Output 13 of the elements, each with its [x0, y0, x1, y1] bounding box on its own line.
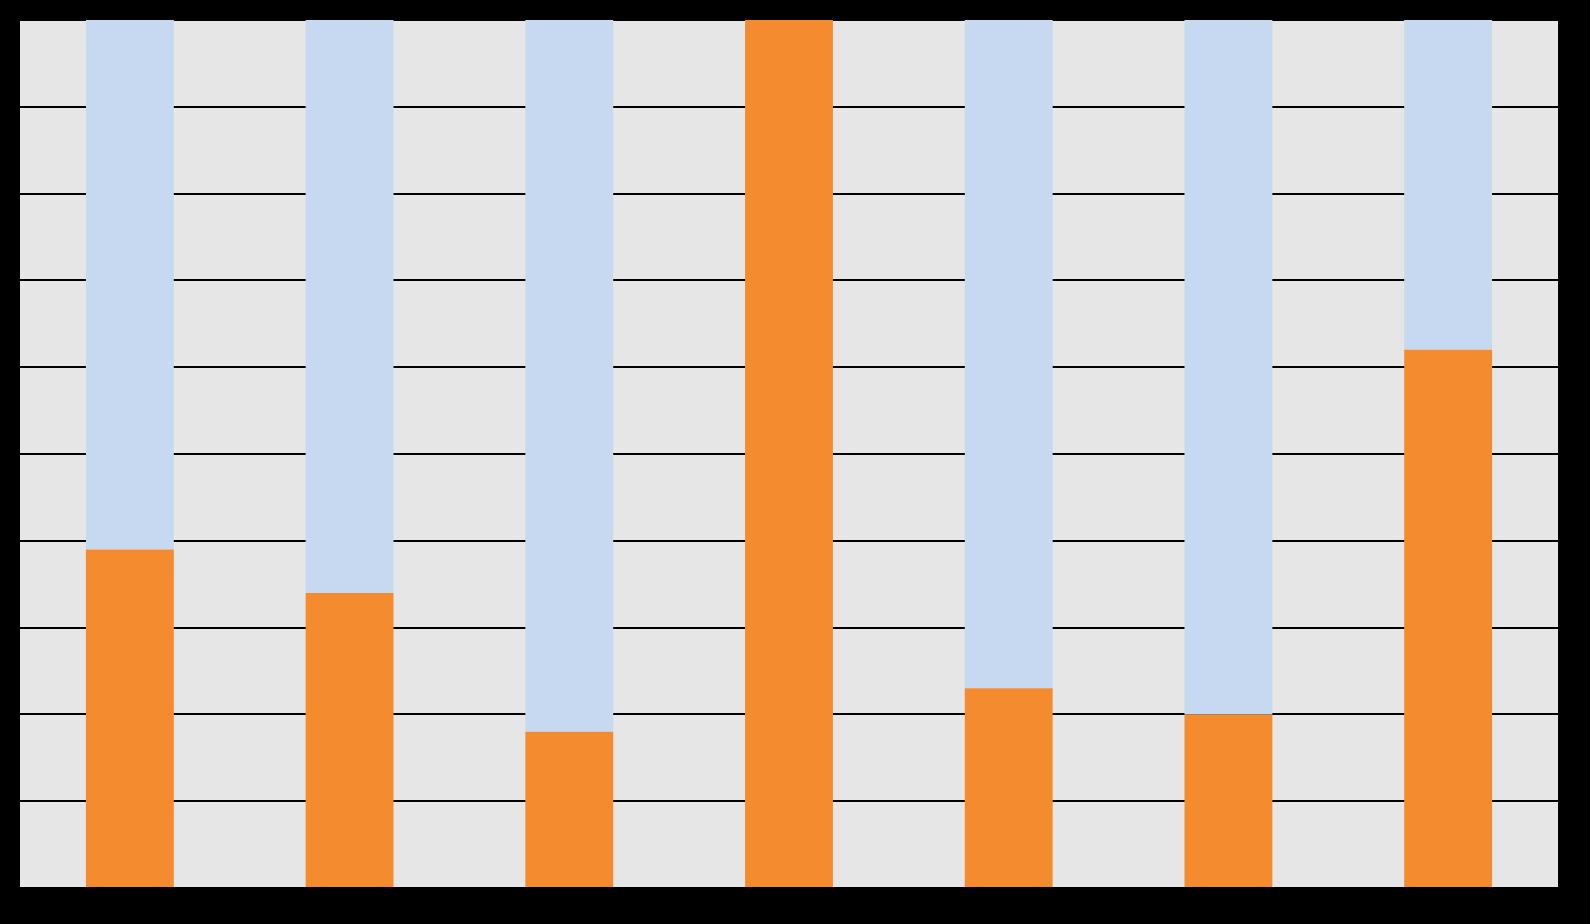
bar: [745, 20, 833, 887]
bar: [964, 20, 1053, 689]
bar: [1404, 349, 1493, 887]
bar: [525, 20, 614, 732]
bar: [85, 549, 174, 887]
bar: [1404, 20, 1493, 350]
bar: [525, 731, 614, 887]
bar: [305, 20, 394, 593]
bar: [964, 688, 1053, 887]
bar: [305, 592, 394, 887]
bar: [1184, 714, 1273, 887]
bar: [85, 20, 174, 550]
bar: [1184, 20, 1273, 715]
